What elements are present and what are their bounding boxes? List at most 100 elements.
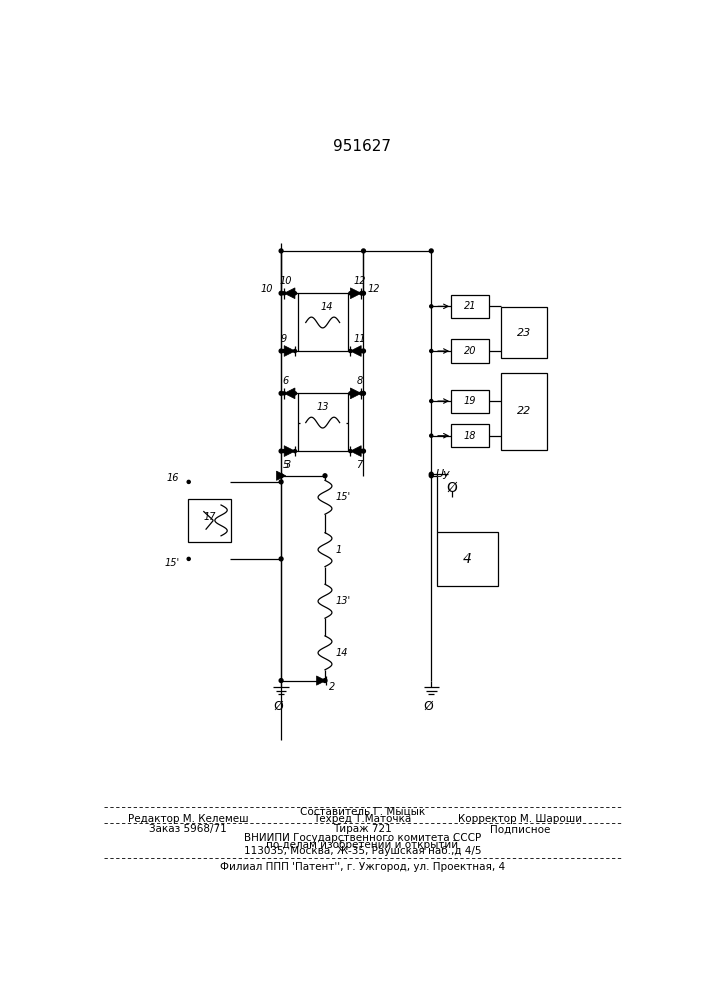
Text: 22: 22 xyxy=(517,406,531,416)
Circle shape xyxy=(361,449,366,453)
Text: 12: 12 xyxy=(354,276,366,286)
Polygon shape xyxy=(284,346,295,356)
Text: 23: 23 xyxy=(517,328,531,338)
Polygon shape xyxy=(284,388,295,399)
Circle shape xyxy=(429,474,433,478)
Circle shape xyxy=(279,679,283,682)
Text: 13': 13' xyxy=(336,596,351,606)
Text: 19: 19 xyxy=(464,396,476,406)
Text: Ø: Ø xyxy=(447,481,457,495)
Circle shape xyxy=(360,349,363,353)
Text: Корректор М. Шароши: Корректор М. Шароши xyxy=(458,814,583,824)
Text: 113035, Москва, Ж-35, Раушская наб.,д 4/5: 113035, Москва, Ж-35, Раушская наб.,д 4/… xyxy=(244,846,481,856)
Text: Техред Т.Маточка: Техред Т.Маточка xyxy=(313,814,411,824)
Text: Филиал ППП 'Патент'', г. Ужгород, ул. Проектная, 4: Филиал ППП 'Патент'', г. Ужгород, ул. Пр… xyxy=(220,862,505,872)
Circle shape xyxy=(279,249,283,253)
Circle shape xyxy=(187,480,190,483)
Circle shape xyxy=(349,392,352,395)
Circle shape xyxy=(430,434,433,437)
Circle shape xyxy=(361,291,366,295)
Circle shape xyxy=(279,391,283,395)
Bar xyxy=(450,424,489,447)
Circle shape xyxy=(349,450,352,453)
Text: 4: 4 xyxy=(463,552,472,566)
Circle shape xyxy=(283,450,286,453)
Bar xyxy=(450,389,489,413)
Text: Ø: Ø xyxy=(273,700,283,713)
Circle shape xyxy=(279,480,283,484)
Text: 8: 8 xyxy=(356,376,363,386)
Circle shape xyxy=(349,292,352,295)
Circle shape xyxy=(323,679,327,682)
Text: 9: 9 xyxy=(280,334,286,344)
Circle shape xyxy=(283,292,286,295)
Text: 951627: 951627 xyxy=(333,139,391,154)
Polygon shape xyxy=(284,288,295,299)
Circle shape xyxy=(293,349,296,353)
Text: Uy: Uy xyxy=(436,469,450,479)
Circle shape xyxy=(323,474,327,478)
Circle shape xyxy=(283,349,286,353)
Text: 20: 20 xyxy=(464,346,476,356)
Circle shape xyxy=(361,391,366,395)
Text: по делам изобретений и открытий: по делам изобретений и открытий xyxy=(267,840,458,850)
Polygon shape xyxy=(351,346,361,356)
Circle shape xyxy=(430,305,433,308)
Circle shape xyxy=(361,249,366,253)
Circle shape xyxy=(293,450,296,453)
Circle shape xyxy=(279,291,283,295)
Bar xyxy=(450,339,489,363)
Text: Редактор М. Келемеш: Редактор М. Келемеш xyxy=(128,814,248,824)
Text: 14: 14 xyxy=(320,302,333,312)
Bar xyxy=(188,499,230,542)
Polygon shape xyxy=(351,288,361,299)
Circle shape xyxy=(361,349,366,353)
Text: ВНИИПИ Государственного комитета СССР: ВНИИПИ Государственного комитета СССР xyxy=(244,833,481,843)
Bar xyxy=(437,532,498,586)
Text: 1: 1 xyxy=(336,545,342,555)
Circle shape xyxy=(279,557,283,561)
Circle shape xyxy=(293,392,296,395)
Text: 16: 16 xyxy=(167,473,180,483)
Circle shape xyxy=(283,392,286,395)
Text: 21: 21 xyxy=(464,301,476,311)
Text: 6: 6 xyxy=(283,376,289,386)
Circle shape xyxy=(360,450,363,453)
Circle shape xyxy=(279,474,283,478)
Circle shape xyxy=(429,249,433,253)
Polygon shape xyxy=(351,446,361,456)
Circle shape xyxy=(430,400,433,403)
Bar xyxy=(501,373,547,450)
Text: 18: 18 xyxy=(464,431,476,441)
Polygon shape xyxy=(276,471,286,480)
Text: 14: 14 xyxy=(336,648,349,658)
Circle shape xyxy=(279,449,283,453)
Circle shape xyxy=(349,349,352,353)
Text: Заказ 5968/71: Заказ 5968/71 xyxy=(149,824,227,834)
Text: 13: 13 xyxy=(317,402,329,412)
Text: 10: 10 xyxy=(279,276,292,286)
Circle shape xyxy=(430,349,433,353)
Circle shape xyxy=(279,349,283,353)
Text: 10: 10 xyxy=(261,284,274,294)
Text: 11: 11 xyxy=(354,334,366,344)
Text: Тираж 721: Тираж 721 xyxy=(333,824,392,834)
Polygon shape xyxy=(351,388,361,399)
Text: 15': 15' xyxy=(336,492,351,502)
Text: 3: 3 xyxy=(285,460,291,470)
Text: 7: 7 xyxy=(356,460,363,470)
Polygon shape xyxy=(284,446,295,456)
Text: Составитель Г. Мыцык: Составитель Г. Мыцык xyxy=(300,806,425,816)
Text: 15': 15' xyxy=(164,558,180,568)
Text: Подписное: Подписное xyxy=(490,824,550,834)
Circle shape xyxy=(187,557,190,560)
Circle shape xyxy=(360,292,363,295)
Bar xyxy=(501,307,547,358)
Circle shape xyxy=(429,472,433,476)
Text: 2: 2 xyxy=(329,682,335,692)
Text: 5: 5 xyxy=(283,460,289,470)
Text: Ø: Ø xyxy=(423,700,433,713)
Circle shape xyxy=(360,392,363,395)
Text: 17: 17 xyxy=(203,512,216,522)
Bar xyxy=(450,295,489,318)
